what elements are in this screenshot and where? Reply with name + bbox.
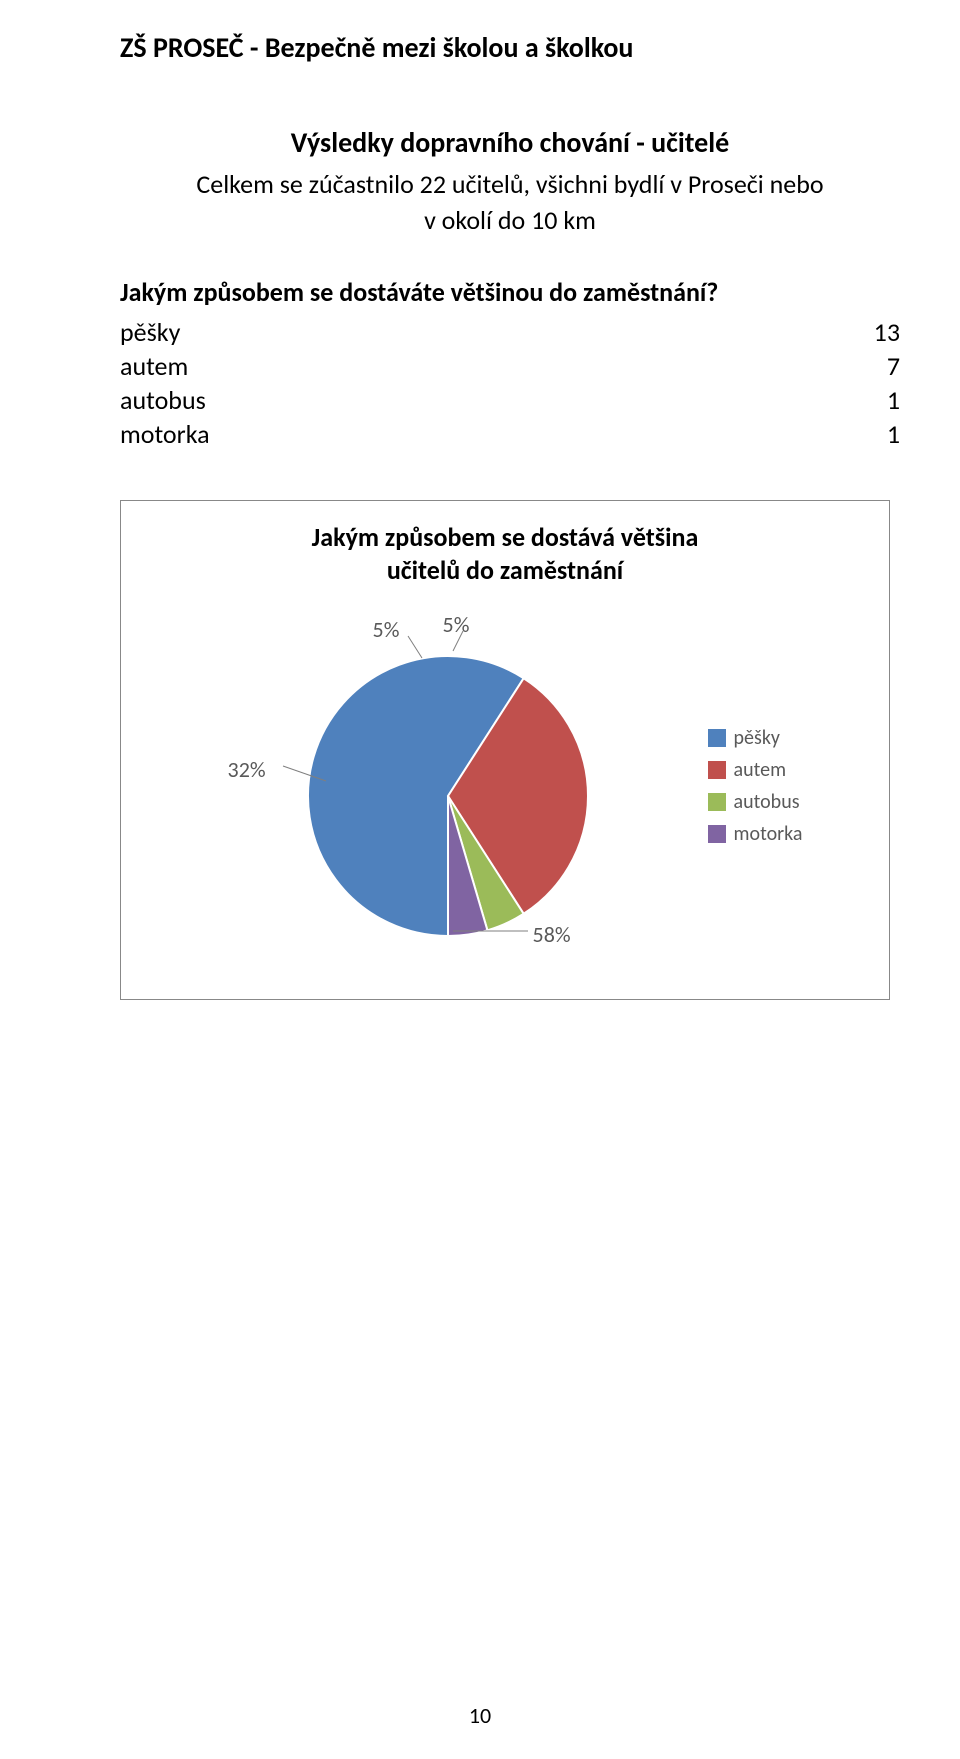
leader-line bbox=[408, 636, 422, 658]
results-sub-line-2: v okolí do 10 km bbox=[120, 204, 900, 236]
legend-item: autobus bbox=[708, 790, 803, 814]
legend-label: pěšky bbox=[734, 726, 780, 750]
slice-pct-label: 5% bbox=[443, 611, 470, 638]
chart-body: 58% 32% 5% 5% pěšky autem autobus motorka bbox=[141, 596, 869, 976]
chart-title-line-2: učitelů do zaměstnání bbox=[387, 554, 623, 586]
row-value: 13 bbox=[874, 316, 900, 348]
row-value: 1 bbox=[887, 384, 900, 416]
table-row: autobus 1 bbox=[120, 384, 900, 416]
slice-pct-label: 5% bbox=[373, 616, 400, 643]
legend-item: autem bbox=[708, 758, 803, 782]
page: ZŠ PROSEČ - Bezpečně mezi školou a školk… bbox=[0, 0, 960, 1759]
document-title: ZŠ PROSEČ - Bezpečně mezi školou a školk… bbox=[120, 30, 900, 65]
legend-swatch bbox=[708, 793, 726, 811]
results-sub-line-1: Celkem se zúčastnilo 22 učitelů, všichni… bbox=[120, 168, 900, 200]
slice-pct-label: 32% bbox=[228, 756, 266, 783]
question-text: Jakým způsobem se dostáváte většinou do … bbox=[120, 276, 900, 308]
table-row: autem 7 bbox=[120, 350, 900, 382]
legend-swatch bbox=[708, 761, 726, 779]
legend-label: motorka bbox=[734, 822, 803, 846]
table-row: motorka 1 bbox=[120, 418, 900, 450]
row-value: 1 bbox=[887, 418, 900, 450]
pie-chart bbox=[208, 601, 688, 971]
legend-label: autobus bbox=[734, 790, 800, 814]
data-table: pěšky 13 autem 7 autobus 1 motorka 1 bbox=[120, 316, 900, 450]
pie-wrap: 58% 32% 5% 5% bbox=[208, 601, 688, 971]
legend-item: motorka bbox=[708, 822, 803, 846]
row-label: autem bbox=[120, 350, 188, 382]
row-value: 7 bbox=[887, 350, 900, 382]
row-label: motorka bbox=[120, 418, 210, 450]
results-title: Výsledky dopravního chování - učitelé bbox=[120, 125, 900, 160]
legend-item: pěšky bbox=[708, 726, 803, 750]
legend-swatch bbox=[708, 825, 726, 843]
row-label: autobus bbox=[120, 384, 206, 416]
slice-pct-label: 58% bbox=[533, 921, 571, 948]
chart-legend: pěšky autem autobus motorka bbox=[708, 718, 803, 854]
legend-swatch bbox=[708, 729, 726, 747]
row-label: pěšky bbox=[120, 316, 180, 348]
pie-chart-container: Jakým způsobem se dostává většina učitel… bbox=[120, 500, 890, 1000]
table-row: pěšky 13 bbox=[120, 316, 900, 348]
legend-label: autem bbox=[734, 758, 787, 782]
chart-title: Jakým způsobem se dostává většina učitel… bbox=[201, 521, 809, 586]
chart-title-line-1: Jakým způsobem se dostává většina bbox=[312, 521, 699, 553]
page-number: 10 bbox=[0, 1702, 960, 1729]
